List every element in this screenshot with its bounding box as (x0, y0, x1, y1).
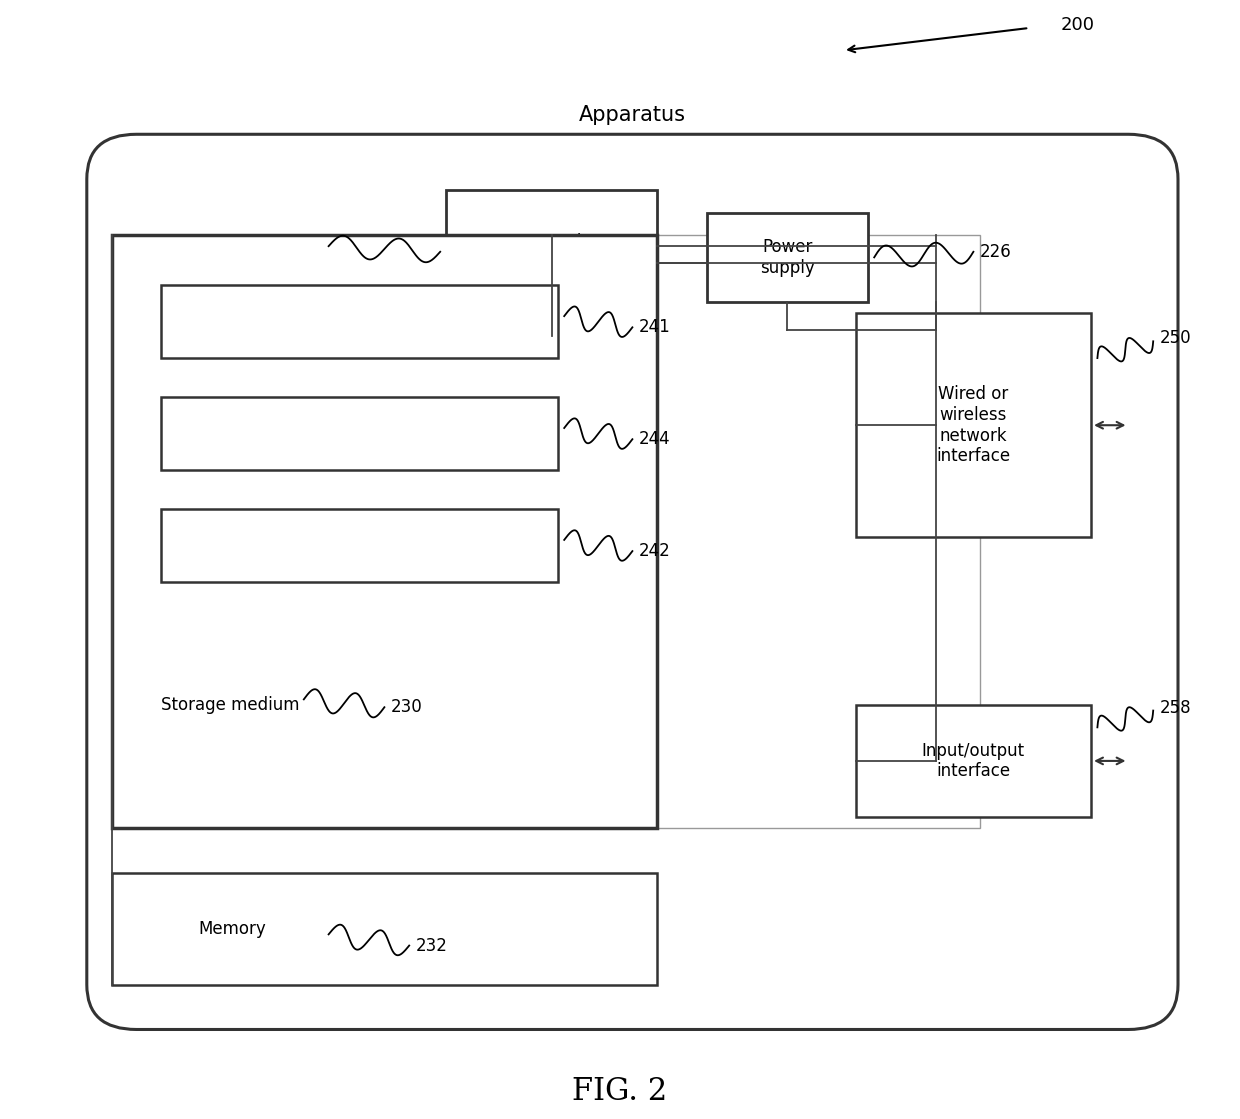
Text: Wired or
wireless
network
interface: Wired or wireless network interface (936, 385, 1011, 466)
Text: 230: 230 (391, 698, 423, 716)
Text: 226: 226 (980, 243, 1012, 261)
Bar (446, 190, 657, 336)
Text: 200: 200 (1060, 16, 1094, 34)
Text: Operating system: Operating system (285, 312, 434, 331)
Text: 241: 241 (639, 318, 671, 337)
Text: Power
supply: Power supply (760, 238, 815, 276)
Text: 232: 232 (415, 937, 448, 955)
Bar (161, 285, 558, 358)
Text: Apparatus: Apparatus (579, 105, 686, 125)
Bar (112, 235, 657, 828)
Bar (161, 397, 558, 470)
Text: Application program: Application program (275, 536, 444, 555)
Bar (707, 213, 868, 302)
Text: Memory: Memory (198, 920, 267, 938)
Text: 244: 244 (639, 430, 671, 449)
Bar (161, 509, 558, 582)
Text: 242: 242 (639, 542, 671, 561)
Text: FIG. 2: FIG. 2 (573, 1075, 667, 1107)
Text: Data: Data (340, 424, 379, 443)
Text: 250: 250 (1159, 329, 1192, 347)
Text: 258: 258 (1159, 699, 1192, 717)
Bar (112, 873, 657, 985)
Bar (856, 705, 1091, 817)
FancyBboxPatch shape (87, 134, 1178, 1029)
Text: Input/output
interface: Input/output interface (921, 742, 1025, 780)
Text: Central
processing
units: Central processing units (507, 233, 596, 293)
Text: 222: 222 (290, 236, 322, 254)
Text: Storage medium: Storage medium (161, 696, 300, 714)
Bar (112, 235, 980, 828)
Bar (856, 313, 1091, 537)
